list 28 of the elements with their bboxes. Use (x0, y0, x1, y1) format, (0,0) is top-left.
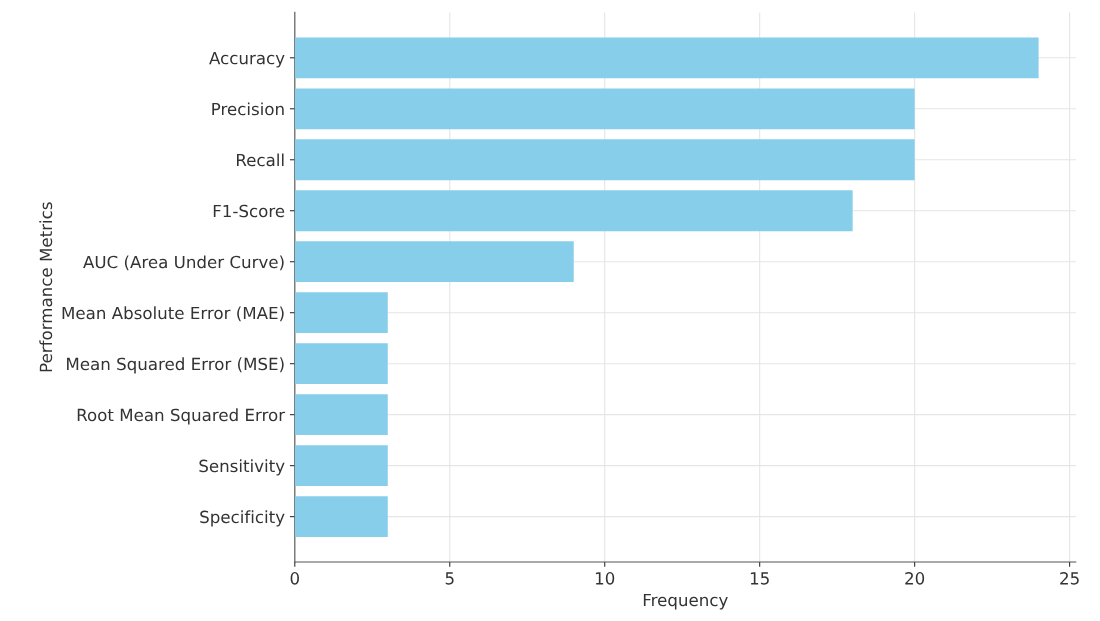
bar (294, 394, 388, 436)
y-tick-label: Accuracy (209, 51, 285, 68)
x-tick-label: 20 (905, 572, 925, 585)
x-axis-title: Frequency (643, 593, 728, 610)
bar (294, 292, 388, 334)
y-tick-label: Sensitivity (199, 459, 285, 476)
y-tick-label: F1-Score (213, 204, 285, 218)
y-tick-label: Recall (236, 153, 284, 167)
y-tick-label: Root Mean Squared Error (77, 408, 286, 425)
bar (294, 445, 388, 487)
x-tick-label: 0 (290, 572, 299, 585)
x-tick-label: 5 (445, 572, 454, 585)
y-axis-title: Performance Metrics (39, 202, 53, 372)
y-tick-label: Precision (212, 102, 284, 116)
x-tick-label: 25 (1060, 572, 1079, 585)
bar (294, 241, 574, 283)
y-tick-label: Mean Squared Error (MSE) (67, 357, 284, 374)
y-tick-label: Specificity (200, 510, 285, 527)
bar (294, 496, 388, 538)
bar (294, 139, 915, 181)
y-tick-label: Mean Absolute Error (MAE) (62, 306, 284, 322)
bar (294, 88, 915, 130)
x-tick-label: 10 (595, 572, 615, 585)
bar (294, 190, 853, 232)
x-tick-label: 15 (750, 572, 769, 585)
y-tick-label: AUC (Area Under Curve) (83, 255, 284, 271)
bar (294, 37, 1039, 79)
bar (294, 343, 388, 385)
